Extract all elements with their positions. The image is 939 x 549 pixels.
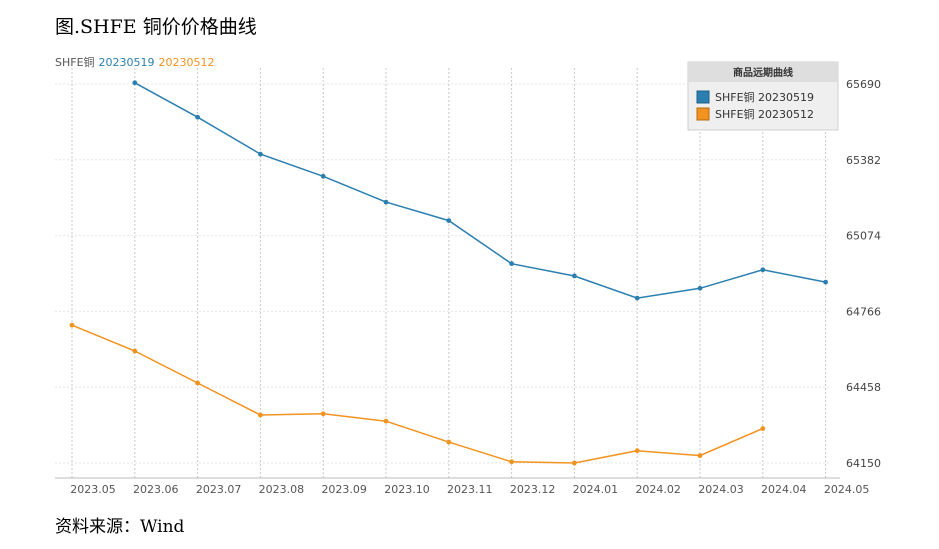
data-point — [572, 273, 577, 279]
source-note: 资料来源：Wind — [55, 517, 185, 537]
x-tick-label: 2023.11 — [447, 483, 493, 496]
series-header-prefix: SHFE铜 — [55, 55, 95, 69]
x-tick-label: 2024.02 — [635, 483, 681, 496]
series — [69, 80, 828, 466]
data-point — [509, 261, 514, 267]
data-point — [320, 411, 326, 417]
series-header: SHFE铜 20230519 20230512 — [55, 55, 215, 69]
legend-swatch-a — [696, 90, 710, 104]
data-point — [697, 453, 703, 459]
legend-item-a: SHFE铜 20230519 — [715, 90, 814, 104]
axes: 64150 64458 64766 65074 65382 65690 2023.05 202… — [55, 78, 881, 496]
data-point — [509, 459, 514, 465]
data-point — [258, 412, 263, 418]
data-point — [195, 380, 201, 386]
data-point — [258, 151, 263, 157]
data-point — [195, 114, 201, 120]
series-header-a: 20230519 — [99, 56, 155, 69]
x-tick-label: 2023.07 — [196, 483, 242, 496]
legend-item-b: SHFE铜 20230512 — [715, 107, 814, 121]
x-tick-label: 2023.08 — [259, 483, 305, 496]
data-point — [320, 173, 326, 179]
data-point — [634, 295, 640, 301]
y-tick-label: 65690 — [846, 78, 881, 91]
data-point — [446, 218, 452, 223]
data-point — [634, 448, 640, 454]
x-tick-label: 2023.06 — [133, 483, 179, 496]
data-point — [132, 348, 138, 354]
y-tick-label: 64458 — [846, 381, 881, 394]
series-line-a — [134, 82, 826, 299]
legend-title: 商品远期曲线 — [733, 66, 793, 79]
data-point — [383, 418, 389, 424]
series-line-b — [71, 324, 764, 464]
x-tick-label: 2024.01 — [573, 483, 619, 496]
data-point — [823, 279, 828, 285]
data-point — [69, 322, 75, 328]
legend-header — [688, 62, 838, 82]
series-header-b: 20230512 — [159, 56, 215, 69]
data-point — [697, 285, 703, 291]
data-point — [760, 426, 766, 431]
x-tick-label: 2024.05 — [824, 483, 870, 496]
x-tick-label: 2023.10 — [384, 483, 430, 496]
figure-title: 图.SHFE 铜价价格曲线 — [55, 16, 257, 38]
x-tick-label: 2024.03 — [698, 483, 744, 496]
data-point — [132, 80, 138, 86]
y-tick-label: 65382 — [846, 154, 881, 167]
data-point — [383, 199, 389, 205]
legend: 商品远期曲线 SHFE铜 20230519 SHFE铜 20230512 — [687, 61, 839, 131]
x-tick-label: 2023.09 — [321, 483, 367, 496]
data-point — [572, 460, 577, 466]
legend-swatch-b — [696, 107, 710, 121]
y-tick-label: 64766 — [846, 305, 881, 318]
y-tick-label: 65074 — [846, 230, 881, 243]
y-tick-label: 64150 — [846, 457, 881, 470]
data-point — [760, 267, 766, 273]
x-tick-label: 2024.04 — [761, 483, 807, 496]
x-tick-label: 2023.12 — [510, 483, 556, 496]
data-point — [446, 439, 452, 445]
x-tick-label: 2023.05 — [70, 483, 116, 496]
